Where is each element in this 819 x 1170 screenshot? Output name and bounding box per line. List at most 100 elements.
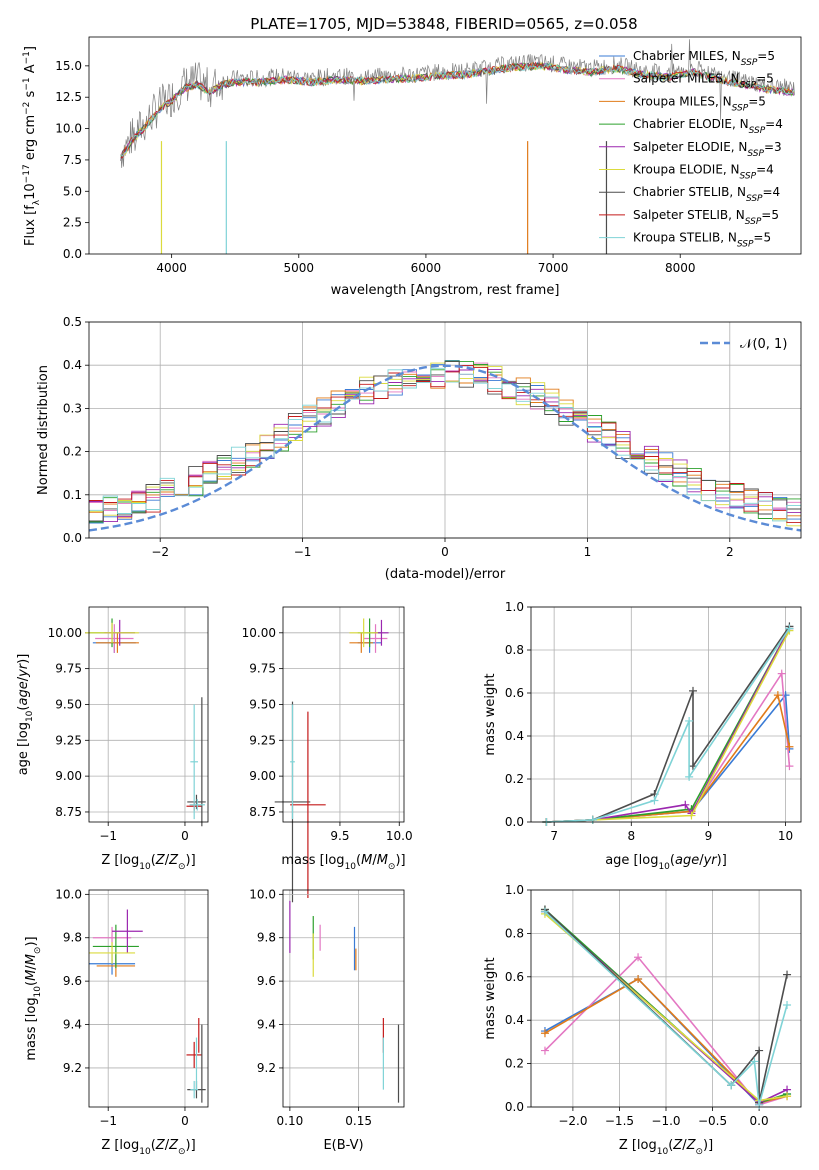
x-axis-label: wavelength [Angstrom, rest frame] (331, 283, 560, 298)
x-tick-label: −0.5 (698, 1114, 727, 1128)
x-tick-label: 2 (726, 545, 734, 559)
spectrum-panel: 4000 5000 6000 7000 8000 0.0 2.5 5.0 7.5 10.0 12.5… (22, 36, 802, 298)
plus-marker (685, 772, 694, 781)
x-tick-label: 0 (181, 1114, 189, 1128)
panels: 4000 5000 6000 7000 80000.02.55.07.510.012.5… (16, 36, 802, 1157)
y-tick-label: 0.0 (505, 1100, 524, 1114)
plus-marker (681, 800, 690, 809)
plus-marker (785, 762, 794, 771)
plus-marker (773, 691, 782, 700)
y-tick-label: 5.0 (63, 184, 82, 198)
y-tick-label: 10.0 (55, 887, 82, 901)
y-tick-label: 0.8 (505, 643, 524, 657)
spectrum-legend: Chabrier MILES, NSSP=5 Salpeter MILES, NS… (599, 49, 783, 250)
residual-histogram (89, 367, 801, 522)
y-tick-label: 0.2 (505, 1057, 524, 1071)
x-tick-label: 1 (584, 545, 592, 559)
x-tick-label: 0 (181, 829, 189, 843)
axes-frame (88, 606, 209, 823)
y-tick-label: 9.6 (63, 974, 82, 988)
plus-marker (634, 974, 643, 983)
plus-marker (540, 1029, 549, 1038)
plus-marker (783, 970, 792, 979)
legend-entry-label: Salpeter ELODIE, NSSP=3 (633, 140, 782, 159)
y-tick-label: 9.25 (55, 733, 82, 747)
y-tick-label: 0.0 (63, 531, 82, 545)
y-tick-label: 0.4 (505, 1013, 524, 1027)
x-tick-label: 10 (778, 829, 793, 843)
mass_vs_EBV-panel: 0.10 0.15 9.2 9.4 9.6 9.8 10.0 E(B-V) (249, 887, 405, 1153)
x-tick-label: −1 (99, 1114, 117, 1128)
y-tick-label: 9.4 (63, 1018, 82, 1032)
y-tick-label: 9.00 (249, 769, 276, 783)
x-axis-label: age [log10(age/yr)] (605, 853, 727, 872)
y-axis-label: Normed distribution (36, 365, 51, 495)
y-tick-label: 9.8 (257, 931, 276, 945)
x-tick-label: 7 (550, 829, 558, 843)
x-tick-label: 4000 (156, 261, 187, 275)
x-tick-label: 6000 (411, 261, 442, 275)
plus-marker (750, 1057, 759, 1066)
weight_vs_age-panel: 7 8 9 10 0.0 0.2 0.4 0.6 0.8 1.0 age [log10(age/yr… (483, 600, 802, 872)
y-tick-label: 10.0 (55, 122, 82, 136)
legend-entry-label: Salpeter STELIB, NSSP=5 (633, 208, 779, 227)
y-tick-label: 12.5 (55, 90, 82, 104)
legend-entry-label: Kroupa ELODIE, NSSP=4 (633, 163, 774, 182)
y-tick-label: 8.75 (249, 805, 276, 819)
plus-marker (588, 815, 597, 824)
y-tick-label: 1.0 (505, 883, 524, 897)
y-tick-label: 0.5 (63, 315, 82, 329)
axes-frame (282, 606, 405, 823)
legend-entry-label: Chabrier ELODIE, NSSP=4 (633, 117, 783, 136)
mass-weight-line (546, 630, 791, 823)
legend-entry-label: Kroupa MILES, NSSP=5 (633, 94, 766, 113)
legend-entry-label: Chabrier STELIB, NSSP=4 (633, 185, 780, 204)
y-tick-label: 9.6 (257, 974, 276, 988)
y-tick-label: 0.4 (63, 358, 82, 372)
axes-frame (88, 321, 802, 539)
mass-weight-line (544, 977, 788, 1104)
axes-frame (88, 36, 802, 255)
x-tick-label: 8000 (665, 261, 696, 275)
mass-weight-line (546, 628, 791, 823)
x-axis-label: Z [log10(Z/Z⊙)] (101, 853, 195, 872)
x-tick-label: 0.0 (750, 1114, 769, 1128)
y-tick-label: 0.4 (505, 729, 524, 743)
x-axis-label: mass [log10(M/M⊙)] (281, 853, 405, 872)
legend-label: 𝒩(0, 1) (740, 337, 787, 352)
y-tick-label: 10.00 (242, 626, 276, 640)
y-tick-label: 9.4 (257, 1018, 276, 1032)
y-tick-label: 2.5 (63, 216, 82, 230)
legend-entry-label: Salpeter MILES, NSSP=5 (633, 72, 774, 91)
axes-frame (282, 889, 405, 1108)
x-tick-label: −1.0 (651, 1114, 680, 1128)
y-tick-label: 9.25 (249, 733, 276, 747)
axes-frame (88, 889, 209, 1108)
y-tick-label: 0.2 (505, 772, 524, 786)
x-tick-label: −2.0 (558, 1114, 587, 1128)
y-tick-label: 7.5 (63, 153, 82, 167)
model-spectrum-line (120, 61, 794, 159)
y-tick-label: 9.00 (55, 769, 82, 783)
y-tick-label: 0.6 (505, 686, 524, 700)
x-axis-label: E(B-V) (323, 1138, 363, 1153)
axes-frame (530, 889, 802, 1108)
age_vs_Z-panel: −1 0 8.75 9.00 9.25 9.50 9.75 10.00 Z [log10(Z/Z… (16, 606, 209, 872)
y-axis-label: mass weight (483, 957, 498, 1039)
y-axis-label: mass [log10(M/M⊙)] (24, 936, 43, 1060)
x-tick-label: −1.5 (605, 1114, 634, 1128)
y-tick-label: 9.50 (55, 697, 82, 711)
plus-marker (755, 1100, 764, 1109)
plus-marker (687, 811, 696, 820)
y-tick-label: 9.75 (249, 662, 276, 676)
plus-marker (777, 669, 786, 678)
plus-marker (783, 1092, 792, 1101)
axes-frame (530, 606, 802, 823)
mass-weight-line (546, 628, 791, 823)
y-tick-label: 15.0 (55, 59, 82, 73)
y-tick-label: 10.00 (48, 626, 82, 640)
y-tick-label: 0.0 (63, 247, 82, 261)
plus-marker (785, 742, 794, 751)
age_vs_mass-panel: 9.5 10.0 8.75 9.00 9.25 9.50 9.75 10.00 mass [lo… (242, 606, 413, 903)
